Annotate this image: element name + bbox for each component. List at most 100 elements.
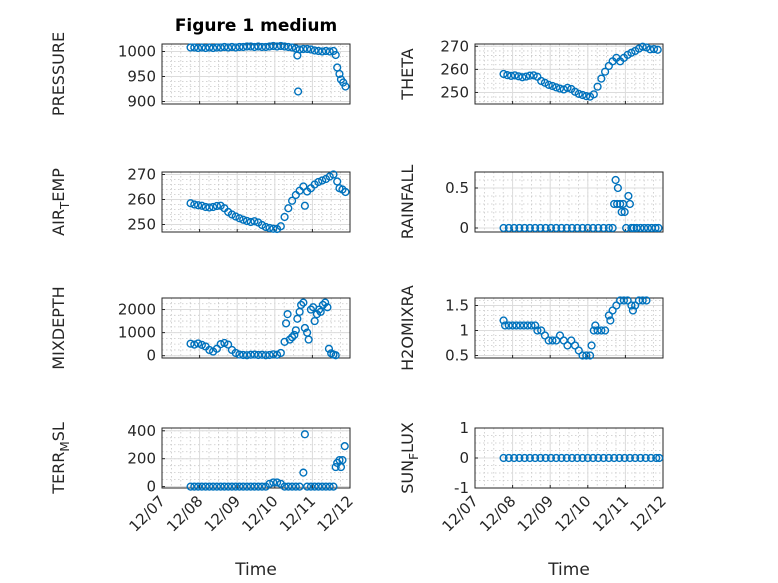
data-point bbox=[582, 351, 591, 360]
axes-box bbox=[474, 43, 664, 105]
data-point bbox=[227, 42, 237, 52]
data-point bbox=[641, 453, 650, 463]
data-point bbox=[541, 453, 550, 463]
data-point bbox=[257, 42, 267, 52]
data-point bbox=[303, 44, 312, 54]
x-tick-label: 12/12 bbox=[314, 492, 357, 535]
data-point bbox=[250, 217, 259, 226]
x-tick-label: 12/10 bbox=[551, 492, 594, 535]
plot-area bbox=[474, 171, 664, 233]
data-point bbox=[331, 351, 340, 360]
data-point bbox=[529, 71, 538, 80]
data-point bbox=[632, 223, 641, 233]
y-tick-label: 0 bbox=[146, 478, 156, 496]
data-point bbox=[220, 338, 229, 348]
y-tick-label: 900 bbox=[127, 93, 156, 111]
data-point bbox=[197, 482, 206, 491]
y-tick-label: 2000 bbox=[118, 301, 156, 319]
data-point bbox=[220, 482, 229, 491]
data-point bbox=[631, 453, 640, 463]
data-point bbox=[600, 67, 610, 76]
data-point bbox=[205, 203, 214, 212]
data-point bbox=[616, 296, 625, 305]
data-point bbox=[636, 223, 645, 233]
y-tick-label: 1 bbox=[459, 419, 469, 437]
data-point bbox=[254, 350, 263, 360]
data-point bbox=[291, 482, 300, 491]
data-point bbox=[290, 330, 299, 340]
x-tick-label: 12/11 bbox=[589, 492, 632, 535]
data-point bbox=[325, 47, 334, 56]
data-point bbox=[242, 216, 252, 226]
data-point bbox=[548, 336, 557, 345]
axes-box bbox=[161, 427, 351, 489]
data-point bbox=[205, 345, 214, 355]
data-point bbox=[212, 482, 221, 491]
y-tick-label: 260 bbox=[127, 191, 156, 209]
y-tick-label: -1 bbox=[454, 479, 469, 497]
data-point bbox=[610, 453, 619, 463]
data-point bbox=[314, 177, 323, 187]
data-point bbox=[525, 71, 534, 80]
data-point bbox=[578, 90, 587, 100]
data-point bbox=[186, 43, 195, 52]
data-point bbox=[209, 43, 218, 53]
data-point bbox=[546, 223, 556, 233]
data-point bbox=[606, 316, 615, 325]
data-point bbox=[619, 296, 628, 305]
data-point bbox=[616, 199, 625, 209]
y-tick-label: 0.5 bbox=[445, 347, 469, 365]
data-point bbox=[541, 223, 550, 233]
y-tick-label: 200 bbox=[127, 450, 156, 468]
data-point bbox=[552, 223, 561, 233]
y-tick-label: 0 bbox=[459, 219, 469, 237]
data-point bbox=[331, 462, 340, 472]
y-axis-label-part: AIR bbox=[49, 209, 68, 236]
data-point bbox=[304, 335, 313, 344]
data-point bbox=[613, 183, 622, 193]
data-point bbox=[224, 340, 233, 349]
data-point bbox=[555, 84, 565, 93]
data-point bbox=[512, 321, 521, 330]
y-axis-label: TERRMSL bbox=[49, 422, 72, 495]
data-point bbox=[646, 45, 655, 54]
data-point bbox=[559, 85, 568, 94]
data-point bbox=[246, 350, 255, 359]
data-point bbox=[562, 223, 571, 233]
data-point bbox=[285, 335, 294, 344]
data-point bbox=[515, 453, 524, 463]
data-point bbox=[250, 350, 259, 359]
data-point bbox=[235, 42, 244, 52]
data-point bbox=[518, 73, 527, 82]
data-point bbox=[325, 482, 334, 491]
subplot-3: 250 260 270 AIRTEMP bbox=[49, 166, 351, 236]
y-tick-label: 0 bbox=[146, 347, 156, 365]
axes-box bbox=[474, 297, 664, 359]
data-point bbox=[552, 453, 561, 463]
data-point bbox=[341, 187, 350, 197]
data-point bbox=[300, 323, 309, 333]
data-point bbox=[527, 321, 536, 330]
data-point bbox=[314, 46, 323, 56]
data-point bbox=[557, 453, 566, 463]
data-point bbox=[599, 453, 608, 463]
data-point bbox=[321, 46, 331, 56]
data-point bbox=[510, 453, 519, 463]
data-point bbox=[578, 351, 587, 360]
y-axis-label-subscript: T bbox=[58, 201, 72, 210]
data-point bbox=[593, 82, 602, 91]
data-point bbox=[284, 204, 293, 213]
data-point bbox=[636, 453, 645, 463]
data-point bbox=[613, 199, 622, 209]
y-tick-label: 260 bbox=[440, 60, 469, 78]
data-point bbox=[295, 45, 304, 54]
data-point bbox=[655, 453, 664, 463]
data-point bbox=[254, 42, 263, 51]
data-point bbox=[250, 42, 259, 52]
data-point bbox=[310, 46, 319, 55]
data-point bbox=[316, 307, 325, 316]
x-tick-label: 12/09 bbox=[514, 492, 557, 535]
data-point bbox=[291, 326, 300, 335]
data-point bbox=[589, 90, 598, 99]
data-point bbox=[323, 303, 332, 312]
